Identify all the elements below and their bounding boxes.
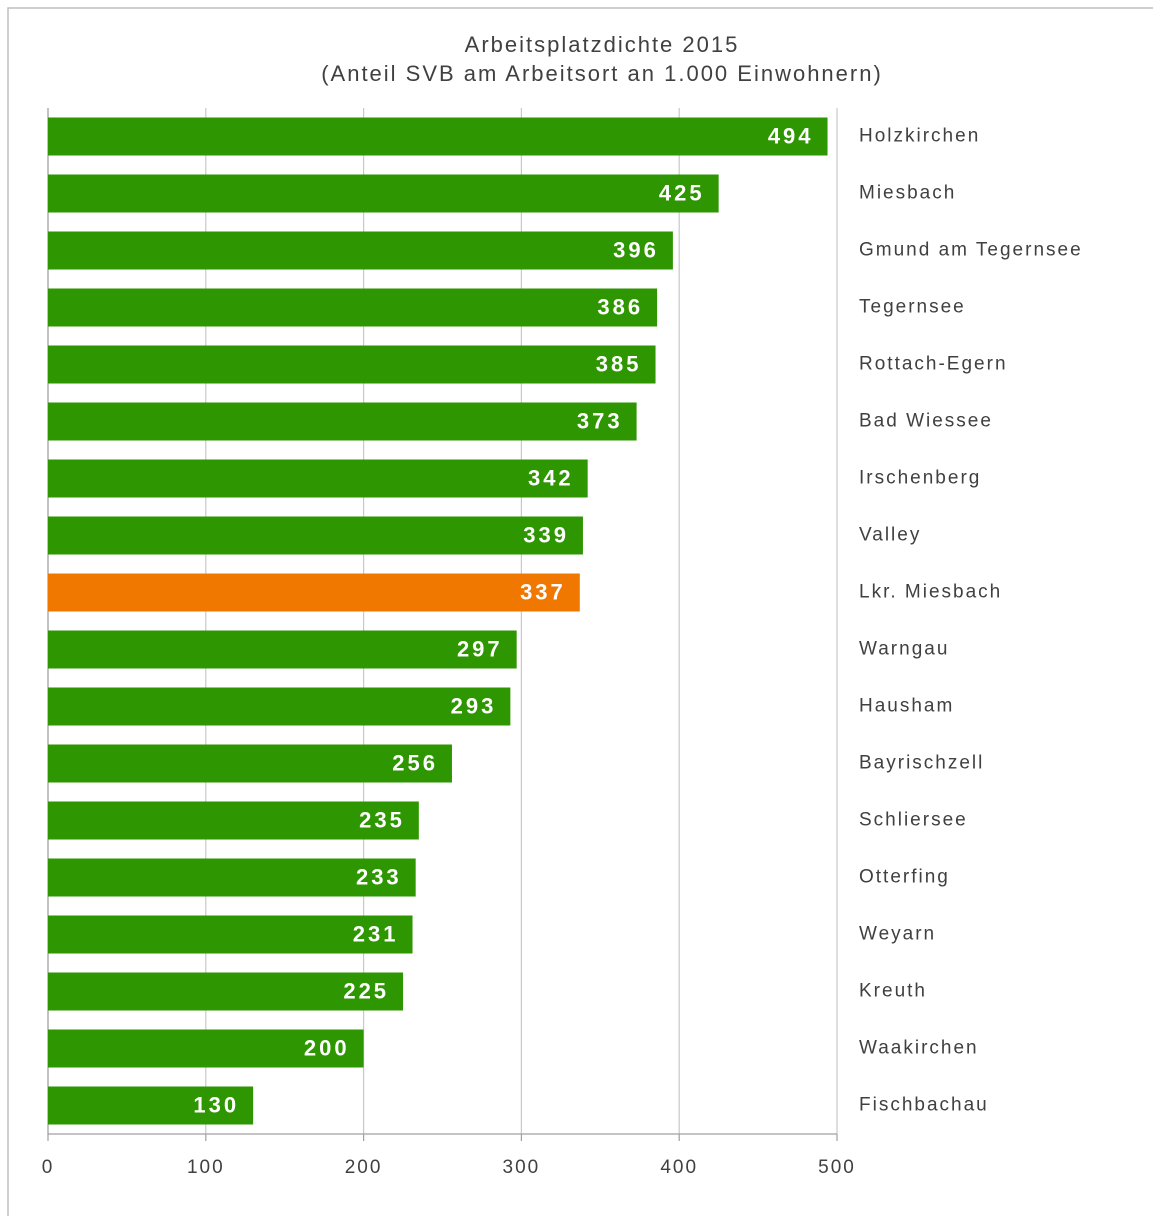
bar: [48, 288, 658, 327]
category-label: Gmund am Tegernsee: [859, 240, 1083, 261]
category-label: Rottach-Egern: [859, 354, 1008, 375]
bar: [48, 687, 511, 726]
x-tick-label: 400: [660, 1157, 698, 1178]
value-label: 385: [596, 351, 642, 376]
value-label: 225: [343, 978, 389, 1003]
category-label: Otterfing: [859, 867, 950, 888]
value-label: 425: [659, 180, 705, 205]
chart-border: [7, 7, 1153, 1216]
x-tick-label: 500: [818, 1157, 856, 1178]
bar: [48, 972, 404, 1011]
chart-title: Arbeitsplatzdichte 2015: [465, 32, 740, 57]
category-label: Warngau: [859, 639, 949, 660]
category-label: Bad Wiessee: [859, 411, 993, 432]
value-label: 235: [359, 807, 405, 832]
value-label: 293: [451, 693, 497, 718]
bar: [48, 915, 413, 954]
bar: [48, 858, 416, 897]
value-label: 342: [528, 465, 574, 490]
x-tick-label: 300: [503, 1157, 541, 1178]
category-label: Lkr. Miesbach: [859, 582, 1002, 603]
value-label: 231: [353, 921, 399, 946]
bar: [48, 573, 580, 612]
bar: [48, 516, 583, 555]
category-label: Miesbach: [859, 183, 956, 204]
category-label: Kreuth: [859, 981, 927, 1002]
category-label: Irschenberg: [859, 468, 981, 489]
category-label: Schliersee: [859, 810, 968, 831]
bar: [48, 459, 588, 498]
value-label: 337: [520, 579, 566, 604]
x-tick-label: 100: [187, 1157, 225, 1178]
category-label: Weyarn: [859, 924, 936, 945]
category-label: Valley: [859, 525, 921, 546]
bar: [48, 744, 452, 783]
bar: [48, 630, 517, 669]
bar: [48, 174, 719, 213]
value-label: 386: [597, 294, 643, 319]
value-label: 130: [193, 1092, 239, 1117]
category-label: Holzkirchen: [859, 126, 980, 147]
bar: [48, 117, 828, 156]
value-label: 373: [577, 408, 623, 433]
bar: [48, 1029, 364, 1068]
bar: [48, 402, 637, 441]
bar: [48, 801, 419, 840]
x-tick-label: 200: [345, 1157, 383, 1178]
value-label: 233: [356, 864, 402, 889]
value-label: 200: [304, 1035, 350, 1060]
bar: [48, 1086, 254, 1125]
category-label: Waakirchen: [859, 1038, 979, 1059]
bar: [48, 345, 656, 384]
bar: [48, 231, 673, 270]
category-label: Tegernsee: [859, 297, 966, 318]
value-label: 339: [523, 522, 569, 547]
value-label: 256: [392, 750, 438, 775]
x-tick-label: 0: [42, 1157, 55, 1178]
chart-subtitle: (Anteil SVB am Arbeitsort an 1.000 Einwo…: [321, 61, 883, 86]
value-label: 297: [457, 636, 503, 661]
category-label: Fischbachau: [859, 1095, 989, 1116]
value-label: 494: [768, 123, 814, 148]
category-label: Bayrischzell: [859, 753, 984, 774]
value-label: 396: [613, 237, 659, 262]
category-label: Hausham: [859, 696, 954, 717]
